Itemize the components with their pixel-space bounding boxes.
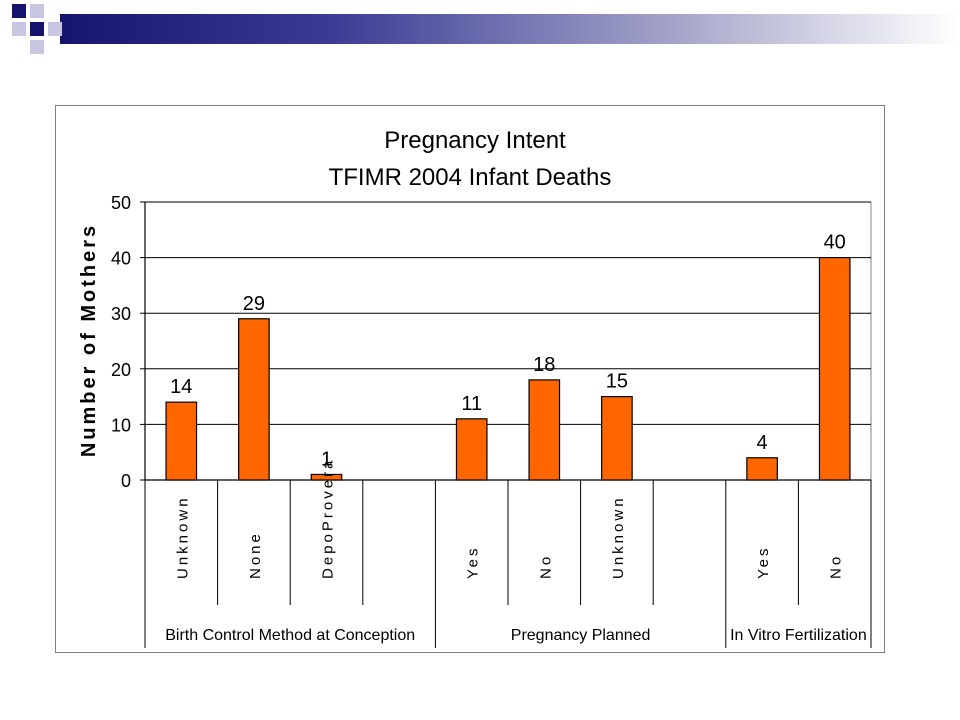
y-axis-label: Number of Mothers <box>78 223 100 457</box>
y-tick-label: 10 <box>111 415 131 435</box>
bar <box>818 257 851 481</box>
header-gradient-bar <box>60 14 960 44</box>
y-tick-label: 0 <box>121 471 131 491</box>
bar <box>528 379 561 481</box>
logo-square-light <box>30 40 44 54</box>
bar <box>238 318 270 481</box>
chart-title-line-2: TFIMR 2004 Infant Deaths <box>329 164 612 191</box>
x-tick-label: No <box>537 554 554 579</box>
y-tick-label: 50 <box>111 193 131 213</box>
data-label: 29 <box>243 293 265 315</box>
logo-square-light <box>48 22 62 36</box>
group-label: In Vitro Fertilization <box>730 627 867 644</box>
data-label: 11 <box>461 393 482 415</box>
bar <box>165 401 198 481</box>
logo-square-navy <box>12 4 26 18</box>
data-label: 14 <box>170 376 192 398</box>
y-tick-label: 40 <box>111 249 131 269</box>
x-tick-label: DepoProvera <box>320 458 337 579</box>
x-tick-label: Yes <box>755 546 772 579</box>
data-label: 40 <box>824 232 846 254</box>
group-label: Birth Control Method at Conception <box>165 627 415 644</box>
bar <box>601 396 633 481</box>
group-label: Pregnancy Planned <box>511 627 651 644</box>
x-tick-label: No <box>828 554 845 579</box>
logo-square-light <box>30 4 44 18</box>
x-tick-label: Unknown <box>174 495 191 579</box>
x-tick-label: Yes <box>465 546 482 579</box>
bar <box>310 473 343 481</box>
y-tick-label: 30 <box>111 304 131 324</box>
data-label: 15 <box>606 371 628 393</box>
y-tick-label: 20 <box>111 360 131 380</box>
chart-title-line-1: Pregnancy Intent <box>384 127 566 154</box>
bar <box>455 418 488 481</box>
logo-square-light <box>12 22 26 36</box>
x-tick-label: Unknown <box>610 495 627 579</box>
data-label: 4 <box>757 432 768 454</box>
bar <box>746 457 778 481</box>
logo-square-navy <box>30 22 44 36</box>
data-label: 1 <box>321 448 332 470</box>
x-tick-label: None <box>247 531 264 579</box>
data-label: 18 <box>533 354 555 376</box>
